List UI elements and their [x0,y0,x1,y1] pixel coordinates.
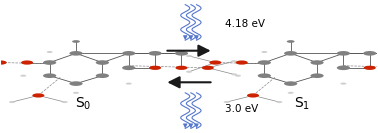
Circle shape [337,51,350,56]
Circle shape [20,75,26,77]
Circle shape [202,66,214,70]
Circle shape [363,51,376,56]
Circle shape [287,40,294,43]
Text: S$_1$: S$_1$ [294,95,310,112]
Circle shape [70,81,83,86]
Circle shape [337,65,350,70]
Circle shape [247,93,259,98]
Circle shape [149,66,161,70]
Circle shape [43,60,56,65]
Circle shape [122,51,135,56]
Circle shape [310,73,324,78]
Circle shape [310,60,324,65]
Text: 4.18 eV: 4.18 eV [225,19,265,29]
Circle shape [284,51,297,56]
Circle shape [43,73,56,78]
Circle shape [175,51,188,56]
Circle shape [231,73,237,75]
Circle shape [276,101,282,103]
Circle shape [122,65,135,70]
Circle shape [236,60,248,65]
Circle shape [235,75,241,77]
Circle shape [73,92,79,94]
Circle shape [72,40,80,43]
Circle shape [284,81,297,86]
Circle shape [258,60,271,65]
Text: 3.0 eV: 3.0 eV [225,104,258,114]
Circle shape [186,71,192,73]
Text: S$_0$: S$_0$ [75,95,92,112]
Circle shape [364,66,376,70]
Circle shape [70,51,83,56]
Circle shape [186,55,192,57]
Circle shape [231,60,237,62]
Circle shape [288,92,294,94]
Circle shape [0,60,7,65]
Circle shape [149,51,162,56]
Circle shape [175,66,187,70]
Circle shape [33,93,44,98]
Circle shape [341,83,346,85]
Circle shape [96,60,109,65]
Circle shape [126,83,132,85]
Circle shape [261,51,267,53]
Circle shape [209,60,222,65]
Circle shape [96,73,109,78]
Circle shape [46,51,53,53]
Circle shape [62,101,68,103]
Circle shape [9,101,15,103]
Circle shape [258,73,271,78]
Circle shape [21,60,33,65]
Circle shape [224,101,230,103]
